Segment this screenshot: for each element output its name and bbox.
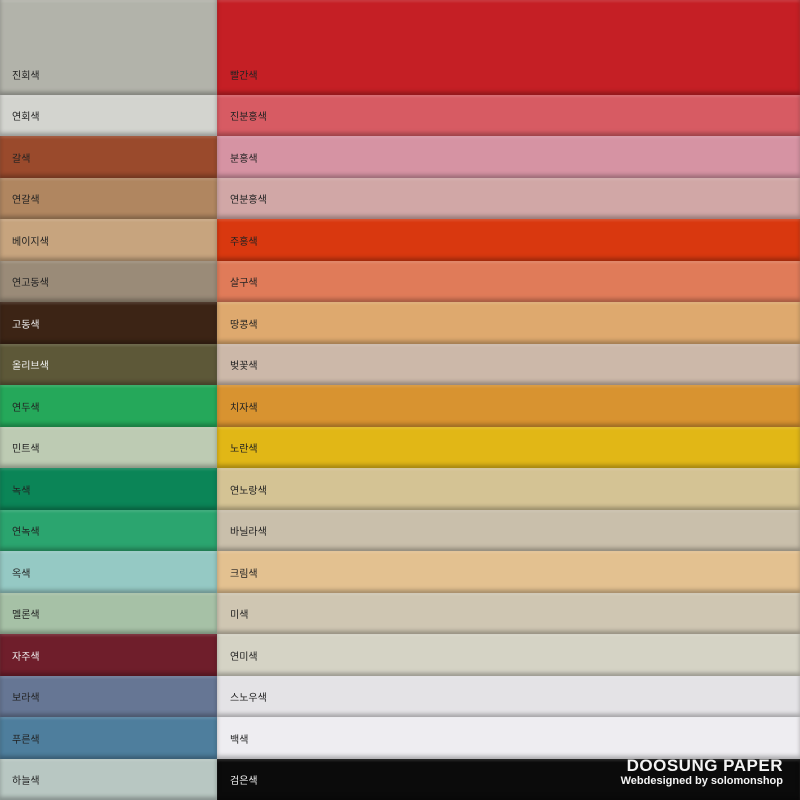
color-swatch[interactable]: 녹색 <box>0 468 217 510</box>
color-swatch[interactable]: 연노랑색 <box>217 468 800 510</box>
color-swatch[interactable]: 빨간색 <box>217 0 800 95</box>
color-swatch[interactable]: 검은색 <box>217 758 800 800</box>
color-swatch[interactable]: 치자색 <box>217 385 800 427</box>
swatch-label: 진분홍색 <box>230 112 267 124</box>
color-swatch[interactable]: 연고동색 <box>0 260 217 303</box>
swatch-label: 분홍색 <box>230 153 258 165</box>
swatch-label: 하늘색 <box>12 775 40 787</box>
swatch-label: 옥색 <box>12 568 31 580</box>
brand-title: DOOSUNG PAPER <box>626 756 783 775</box>
swatch-label: 푸른색 <box>12 734 40 746</box>
swatch-label: 치자색 <box>230 402 258 414</box>
color-swatch[interactable]: 갈색 <box>0 136 217 178</box>
swatch-label: 땅콩색 <box>230 319 258 331</box>
color-swatch[interactable]: 크림색 <box>217 551 800 593</box>
swatch-label: 크림색 <box>230 568 258 580</box>
swatch-label: 검은색 <box>230 775 258 787</box>
color-swatch[interactable]: 연회색 <box>0 95 217 137</box>
color-swatch[interactable]: 백색 <box>217 717 800 759</box>
swatch-label: 연두색 <box>12 402 40 414</box>
swatch-label: 멜론색 <box>12 610 40 622</box>
color-swatch[interactable]: 옥색 <box>0 551 217 593</box>
swatch-label: 연고동색 <box>12 278 49 290</box>
brand-watermark: DOOSUNG PAPER Webdesigned by solomonshop <box>621 757 783 788</box>
swatch-label: 민트색 <box>12 444 40 456</box>
color-swatch[interactable]: 멜론색 <box>0 592 217 635</box>
brand-credit: Webdesigned by solomonshop <box>620 775 783 787</box>
swatch-label: 연미색 <box>230 651 258 663</box>
swatch-label: 연노랑색 <box>230 485 267 497</box>
swatch-label: 백색 <box>230 734 249 746</box>
color-swatch[interactable]: 연갈색 <box>0 177 217 220</box>
swatch-label: 녹색 <box>12 485 31 497</box>
color-swatch[interactable]: 바닐라색 <box>217 509 800 552</box>
color-swatch[interactable]: 노란색 <box>217 426 800 469</box>
color-swatch[interactable]: 연분홍색 <box>217 177 800 220</box>
swatch-label: 연회색 <box>12 112 40 124</box>
swatch-label: 주홍색 <box>230 236 258 248</box>
swatch-label: 살구색 <box>230 278 258 290</box>
color-swatch[interactable]: 살구색 <box>217 260 800 303</box>
swatch-label: 연갈색 <box>12 195 40 207</box>
color-swatch[interactable]: 진분홍색 <box>217 95 800 137</box>
swatch-label: 보라색 <box>12 693 40 705</box>
swatch-label: 벚꽃색 <box>230 361 258 373</box>
swatch-label: 스노우색 <box>230 693 267 705</box>
color-swatch[interactable]: 연녹색 <box>0 509 217 552</box>
color-swatch[interactable]: 하늘색 <box>0 758 217 800</box>
swatch-label: 연분홍색 <box>230 195 267 207</box>
color-swatch[interactable]: 스노우색 <box>217 675 800 718</box>
color-swatch[interactable]: 주홍색 <box>217 219 800 261</box>
color-swatch[interactable]: 땅콩색 <box>217 302 800 344</box>
color-swatch[interactable]: 연두색 <box>0 385 217 427</box>
color-swatch[interactable]: 베이지색 <box>0 219 217 261</box>
swatch-label: 진회색 <box>12 71 40 82</box>
color-swatch[interactable]: 자주색 <box>0 634 217 676</box>
color-swatch[interactable]: 분홍색 <box>217 136 800 178</box>
color-swatch[interactable]: 진회색 <box>0 0 217 95</box>
color-swatch[interactable]: 푸른색 <box>0 717 217 759</box>
swatch-label: 바닐라색 <box>230 527 267 539</box>
swatch-label: 베이지색 <box>12 236 49 248</box>
color-swatch[interactable]: 올리브색 <box>0 343 217 386</box>
color-swatch[interactable]: 민트색 <box>0 426 217 469</box>
color-swatch[interactable]: 미색 <box>217 592 800 635</box>
swatch-label: 노란색 <box>230 444 258 456</box>
swatch-label: 빨간색 <box>230 71 258 82</box>
swatch-label: 고동색 <box>12 319 40 331</box>
color-swatch[interactable]: 벚꽃색 <box>217 343 800 386</box>
swatch-label: 갈색 <box>12 153 31 165</box>
color-swatch[interactable]: 고동색 <box>0 302 217 344</box>
swatch-label: 자주색 <box>12 651 40 663</box>
swatch-label: 연녹색 <box>12 527 40 539</box>
color-swatch[interactable]: 보라색 <box>0 675 217 718</box>
color-swatch[interactable]: 연미색 <box>217 634 800 676</box>
swatch-label: 미색 <box>230 610 249 622</box>
swatch-label: 올리브색 <box>12 361 49 373</box>
